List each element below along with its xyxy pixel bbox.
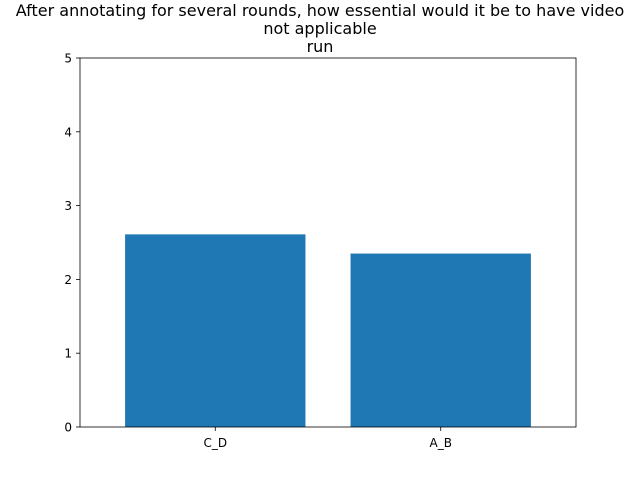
plot-area: C_D A_B 0 1 2 3 4 5 — [64, 52, 577, 450]
x-tick-label: A_B — [430, 436, 452, 450]
y-tick-label: 4 — [64, 125, 72, 139]
bar-c-d — [125, 234, 306, 427]
chart-title-line-2: not applicable — [263, 19, 376, 38]
y-tick-label: 0 — [64, 421, 72, 435]
y-tick-label: 3 — [64, 199, 72, 213]
chart-title-line-3: run — [307, 37, 334, 56]
y-tick-label: 2 — [64, 273, 72, 287]
y-tick-label: 1 — [64, 347, 72, 361]
chart-title-line-1: After annotating for several rounds, how… — [16, 1, 624, 20]
x-tick-label: C_D — [203, 436, 227, 450]
y-tick-label: 5 — [64, 52, 72, 66]
bar-a-b — [350, 253, 531, 427]
axes-frame — [79, 57, 577, 428]
